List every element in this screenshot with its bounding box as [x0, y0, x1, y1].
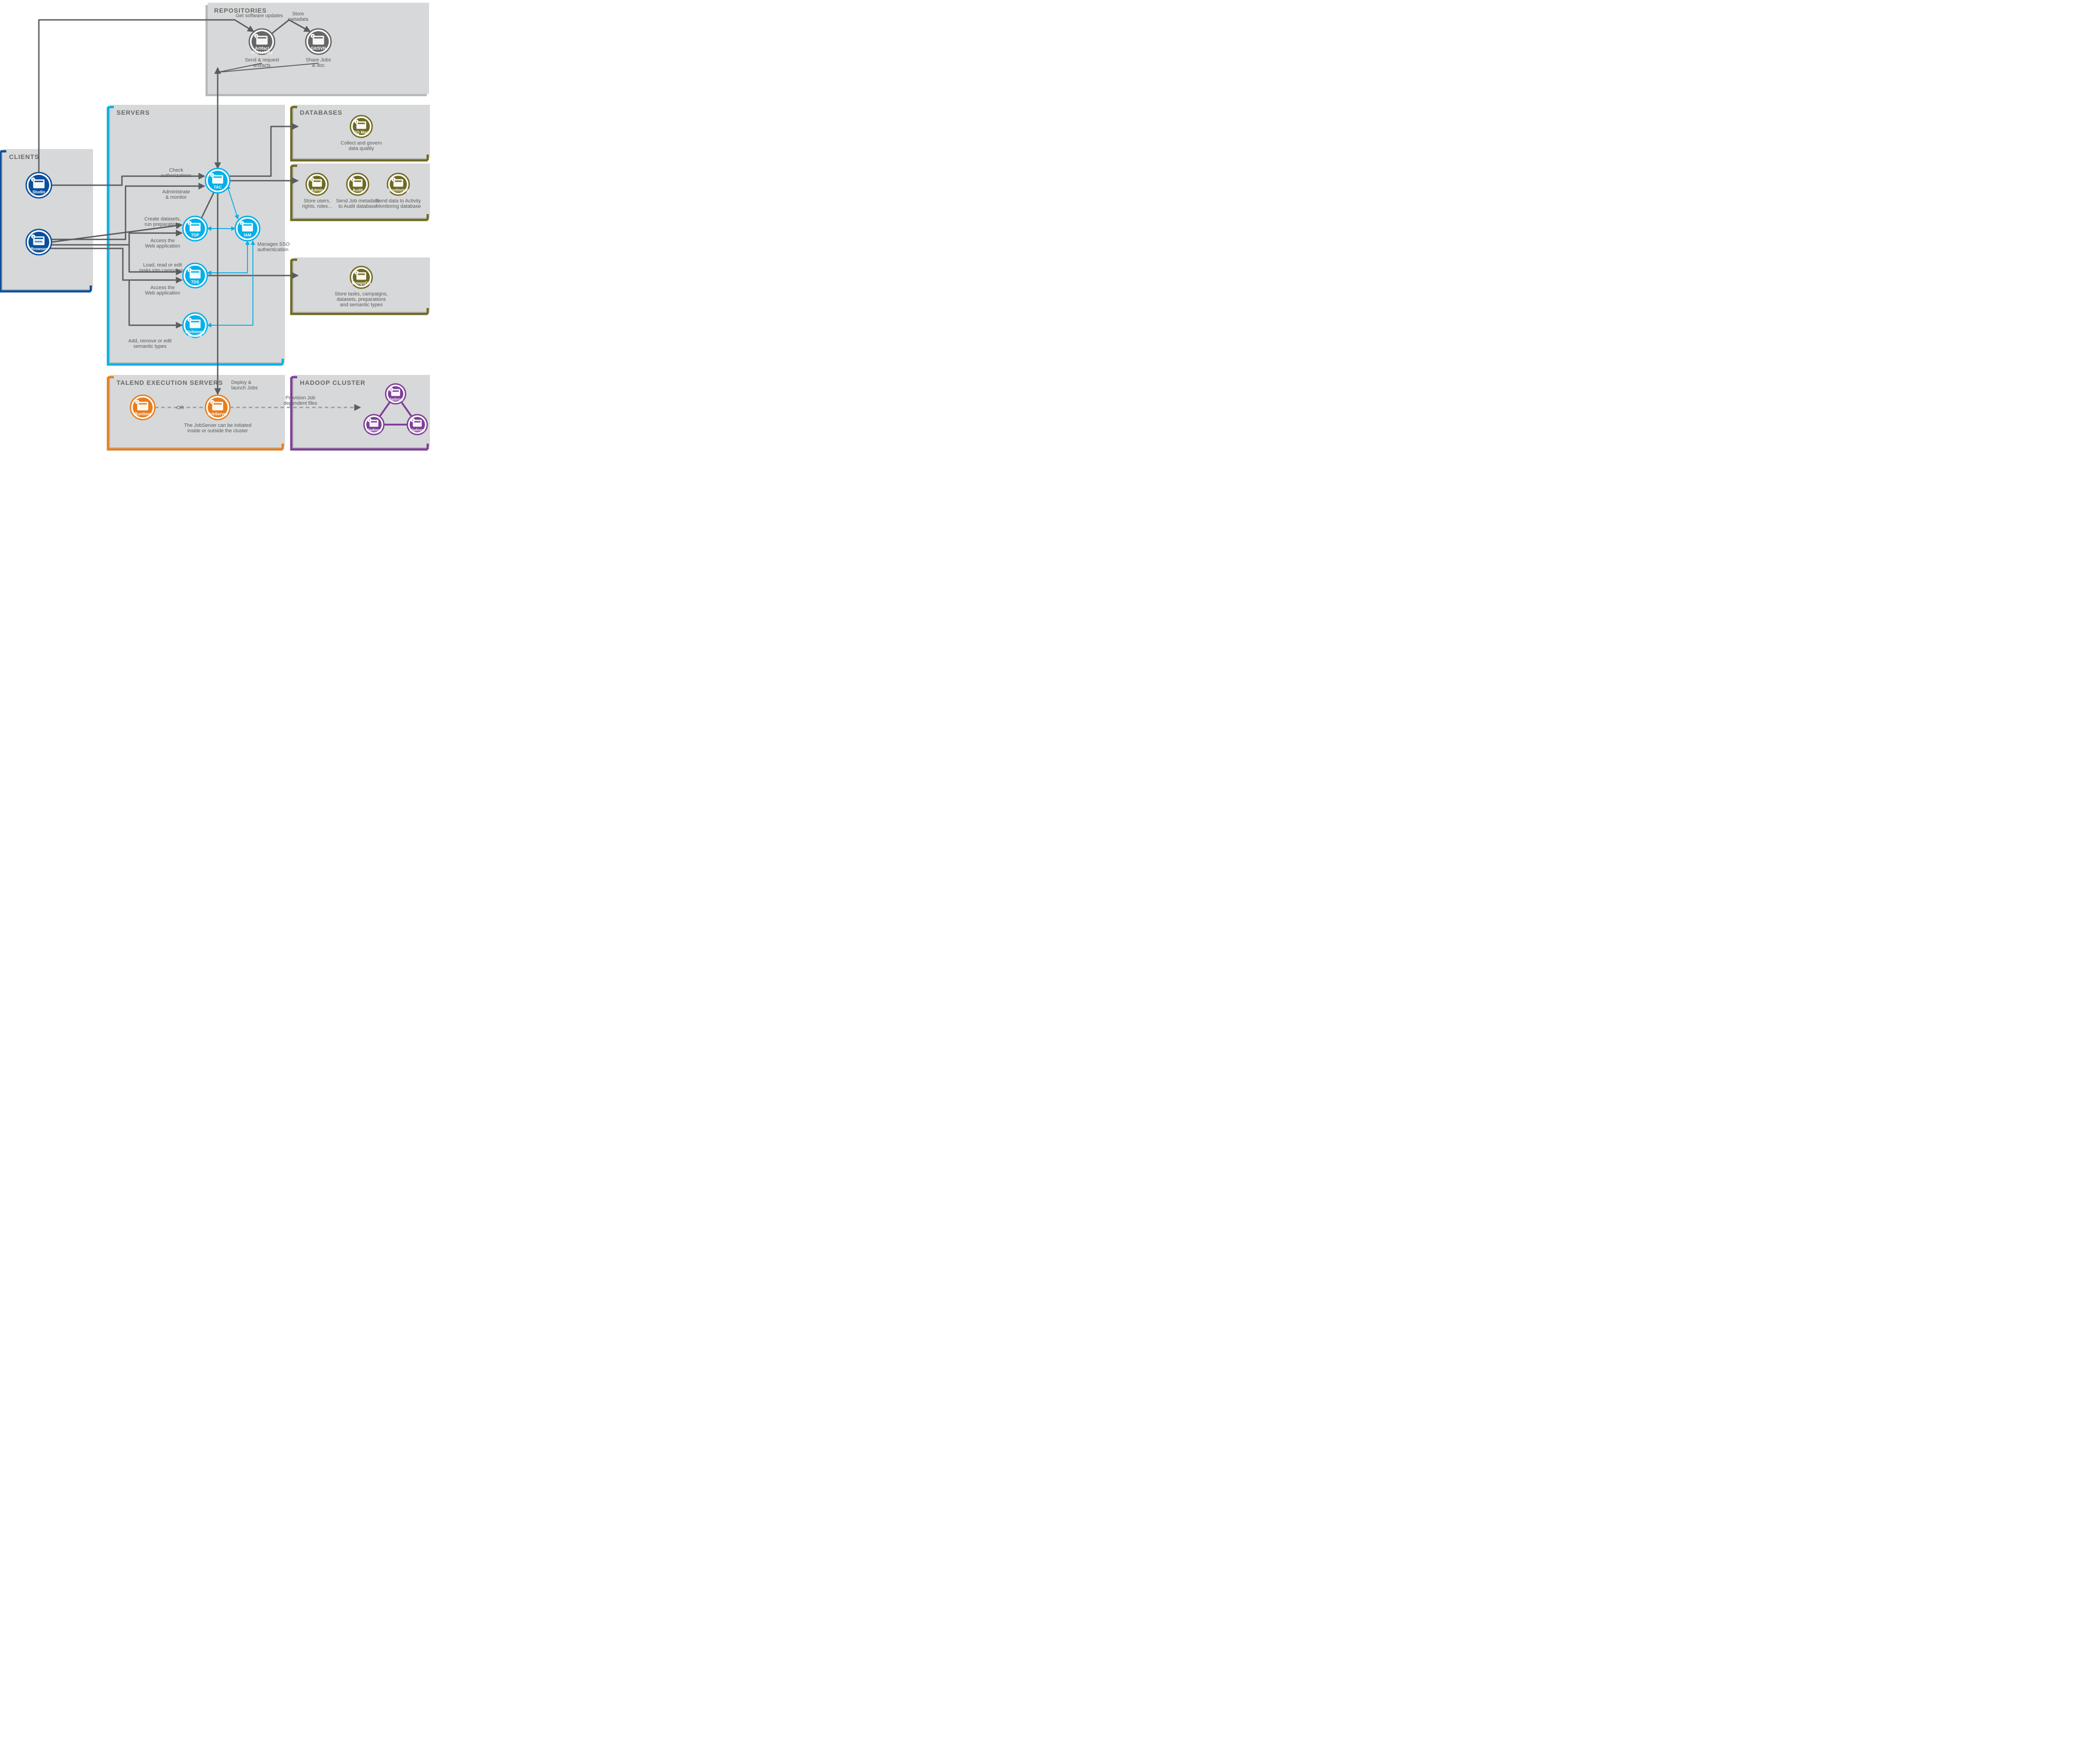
svg-text:IAM: IAM [244, 233, 252, 237]
edge-label: Share Jobs [306, 57, 331, 63]
node-browser: www.tBrowser [26, 229, 51, 255]
zone-title: CLIENTS [9, 153, 39, 160]
node-hadoop_c: tHadoop [407, 415, 427, 435]
svg-text:Hadoop: Hadoop [410, 428, 425, 432]
edge-label: Provision Job [285, 395, 315, 401]
node-jobserver: tJobServer [205, 395, 230, 420]
svg-text:MongoDB: MongoDB [352, 281, 371, 285]
node-dqmart: tDQ Mart [350, 116, 372, 137]
edge-label: Web application [145, 243, 180, 249]
node-tds: tTDS [183, 263, 207, 288]
edge-label: artifacts [253, 63, 271, 68]
caption: Store tasks, campaigns, [335, 291, 387, 297]
svg-text:Service: Service [188, 333, 202, 338]
caption: Store users, [303, 198, 330, 204]
edge-label: & doc [312, 63, 325, 68]
svg-text:Studio: Studio [33, 190, 45, 194]
svg-text:TDS: TDS [191, 280, 199, 284]
edge-label: Create datasets, [145, 216, 181, 222]
caption: to Audit database [338, 204, 377, 209]
edge-label: Add, remove or edit [128, 338, 172, 344]
node-artifact: tArtifactRepository [249, 29, 275, 55]
svg-text:DQ Mart: DQ Mart [353, 130, 369, 135]
caption: Collect and govern [341, 140, 382, 146]
zone-title: SERVERS [117, 109, 150, 116]
edge-label: semantic types [133, 344, 167, 349]
edge-label: tasks into campaigns [140, 268, 186, 273]
caption: rights, roles... [302, 204, 332, 209]
svg-text:Hadoop: Hadoop [366, 428, 382, 432]
clients-panel [3, 149, 93, 289]
edge-label: Get software updates [236, 13, 283, 19]
edge-label: launch Jobs [231, 385, 258, 391]
caption: Send data to Activity [376, 198, 421, 204]
edge-label: Check [169, 168, 183, 173]
edge-label: Web application [145, 290, 180, 296]
svg-text:Monitoring: Monitoring [388, 188, 409, 192]
caption: and semantic types [340, 302, 383, 308]
zone-title: DATABASES [300, 109, 342, 116]
svg-text:Admin: Admin [311, 188, 323, 192]
zone-title: TALEND EXECUTION SERVERS [117, 379, 223, 386]
architecture-diagram: REPOSITORIESCLIENTSSERVERSDATABASESTALEN… [0, 0, 542, 455]
svg-text:Git/SVN: Git/SVN [311, 46, 326, 51]
node-dict: tDictionaryService [183, 313, 207, 338]
node-hadoop_b: tHadoop [364, 415, 384, 435]
caption: The JobServer can be initiated [184, 423, 251, 428]
node-monitoring: tMonitoring [387, 173, 409, 195]
edge-label: authorizations [161, 173, 192, 178]
svg-text:TDP: TDP [191, 233, 199, 237]
edge-label: & monitor [165, 195, 187, 200]
caption: Monitoring database [376, 204, 421, 209]
caption: Send Job metadata [336, 198, 379, 204]
node-mongodb: tMongoDB [350, 267, 372, 288]
svg-text:Audit: Audit [353, 188, 363, 192]
svg-text:Hadoop: Hadoop [388, 397, 403, 402]
caption: data quality [349, 146, 374, 151]
caption: inside or outside the cluster [187, 428, 248, 434]
node-runtime: tRuntime [131, 395, 155, 420]
node-audit: tAudit [347, 173, 369, 195]
svg-text:TAC: TAC [214, 185, 222, 189]
node-hadoop_a: tHadoop [386, 384, 406, 404]
svg-text:JobServer: JobServer [208, 411, 228, 416]
edge-label: Store [292, 11, 304, 17]
node-gitsvn: tGit/SVN [306, 29, 331, 54]
edge-label: metadata [288, 17, 309, 22]
caption: datasets, preparations [337, 297, 386, 302]
svg-text:Runtime: Runtime [135, 411, 151, 416]
edge-label: Load, read or edit [143, 262, 182, 268]
edge-label: Administrate [162, 189, 190, 195]
svg-text:Repository: Repository [251, 50, 272, 55]
edge-label: run preparations [145, 222, 181, 227]
or-label: OR [177, 405, 184, 411]
node-tdp: tTDP [183, 216, 207, 241]
node-tac: tTAC [205, 168, 230, 193]
svg-text:authentication: authentication [257, 247, 289, 252]
node-admin: tAdmin [306, 173, 328, 195]
zone-title: HADOOP CLUSTER [300, 379, 365, 386]
edge-label: Manages SSO [257, 242, 290, 247]
edge-label: Access the [150, 285, 175, 290]
edge-label: Send & request [245, 57, 279, 63]
edge-label: dependent files [284, 401, 317, 406]
svg-text:www.: www. [34, 240, 43, 243]
node-iam: tIAM [235, 216, 260, 241]
node-studio: tStudio [26, 173, 51, 198]
edge-label: Access the [150, 238, 175, 243]
edge-label: Deploy & [231, 380, 252, 385]
svg-text:Browser: Browser [31, 247, 47, 251]
